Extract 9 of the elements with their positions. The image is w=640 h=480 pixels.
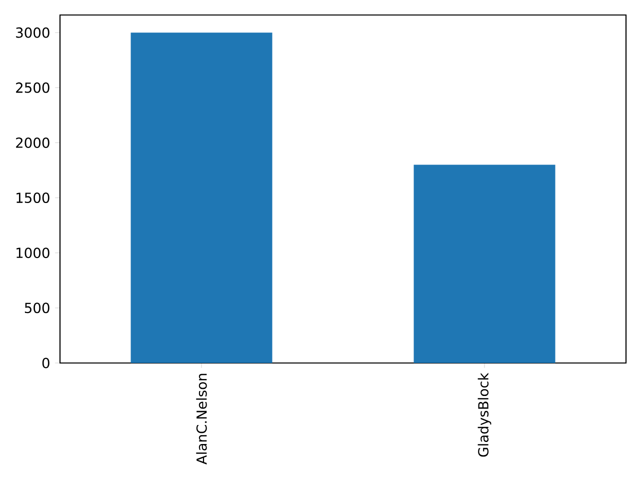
- x-tick-label: AlanC.Nelson: [196, 374, 207, 464]
- y-tick-label: 0: [42, 358, 50, 368]
- y-tick-label: 500: [24, 302, 50, 314]
- x-tick-label: GladysBlock: [478, 372, 492, 457]
- y-tick-label: 3000: [16, 27, 50, 38]
- y-tick-label: 2000: [16, 137, 50, 148]
- y-tick-label: 1500: [16, 192, 50, 204]
- y-tick-label: 1000: [16, 248, 50, 258]
- y-tick-label: 2500: [16, 82, 50, 93]
